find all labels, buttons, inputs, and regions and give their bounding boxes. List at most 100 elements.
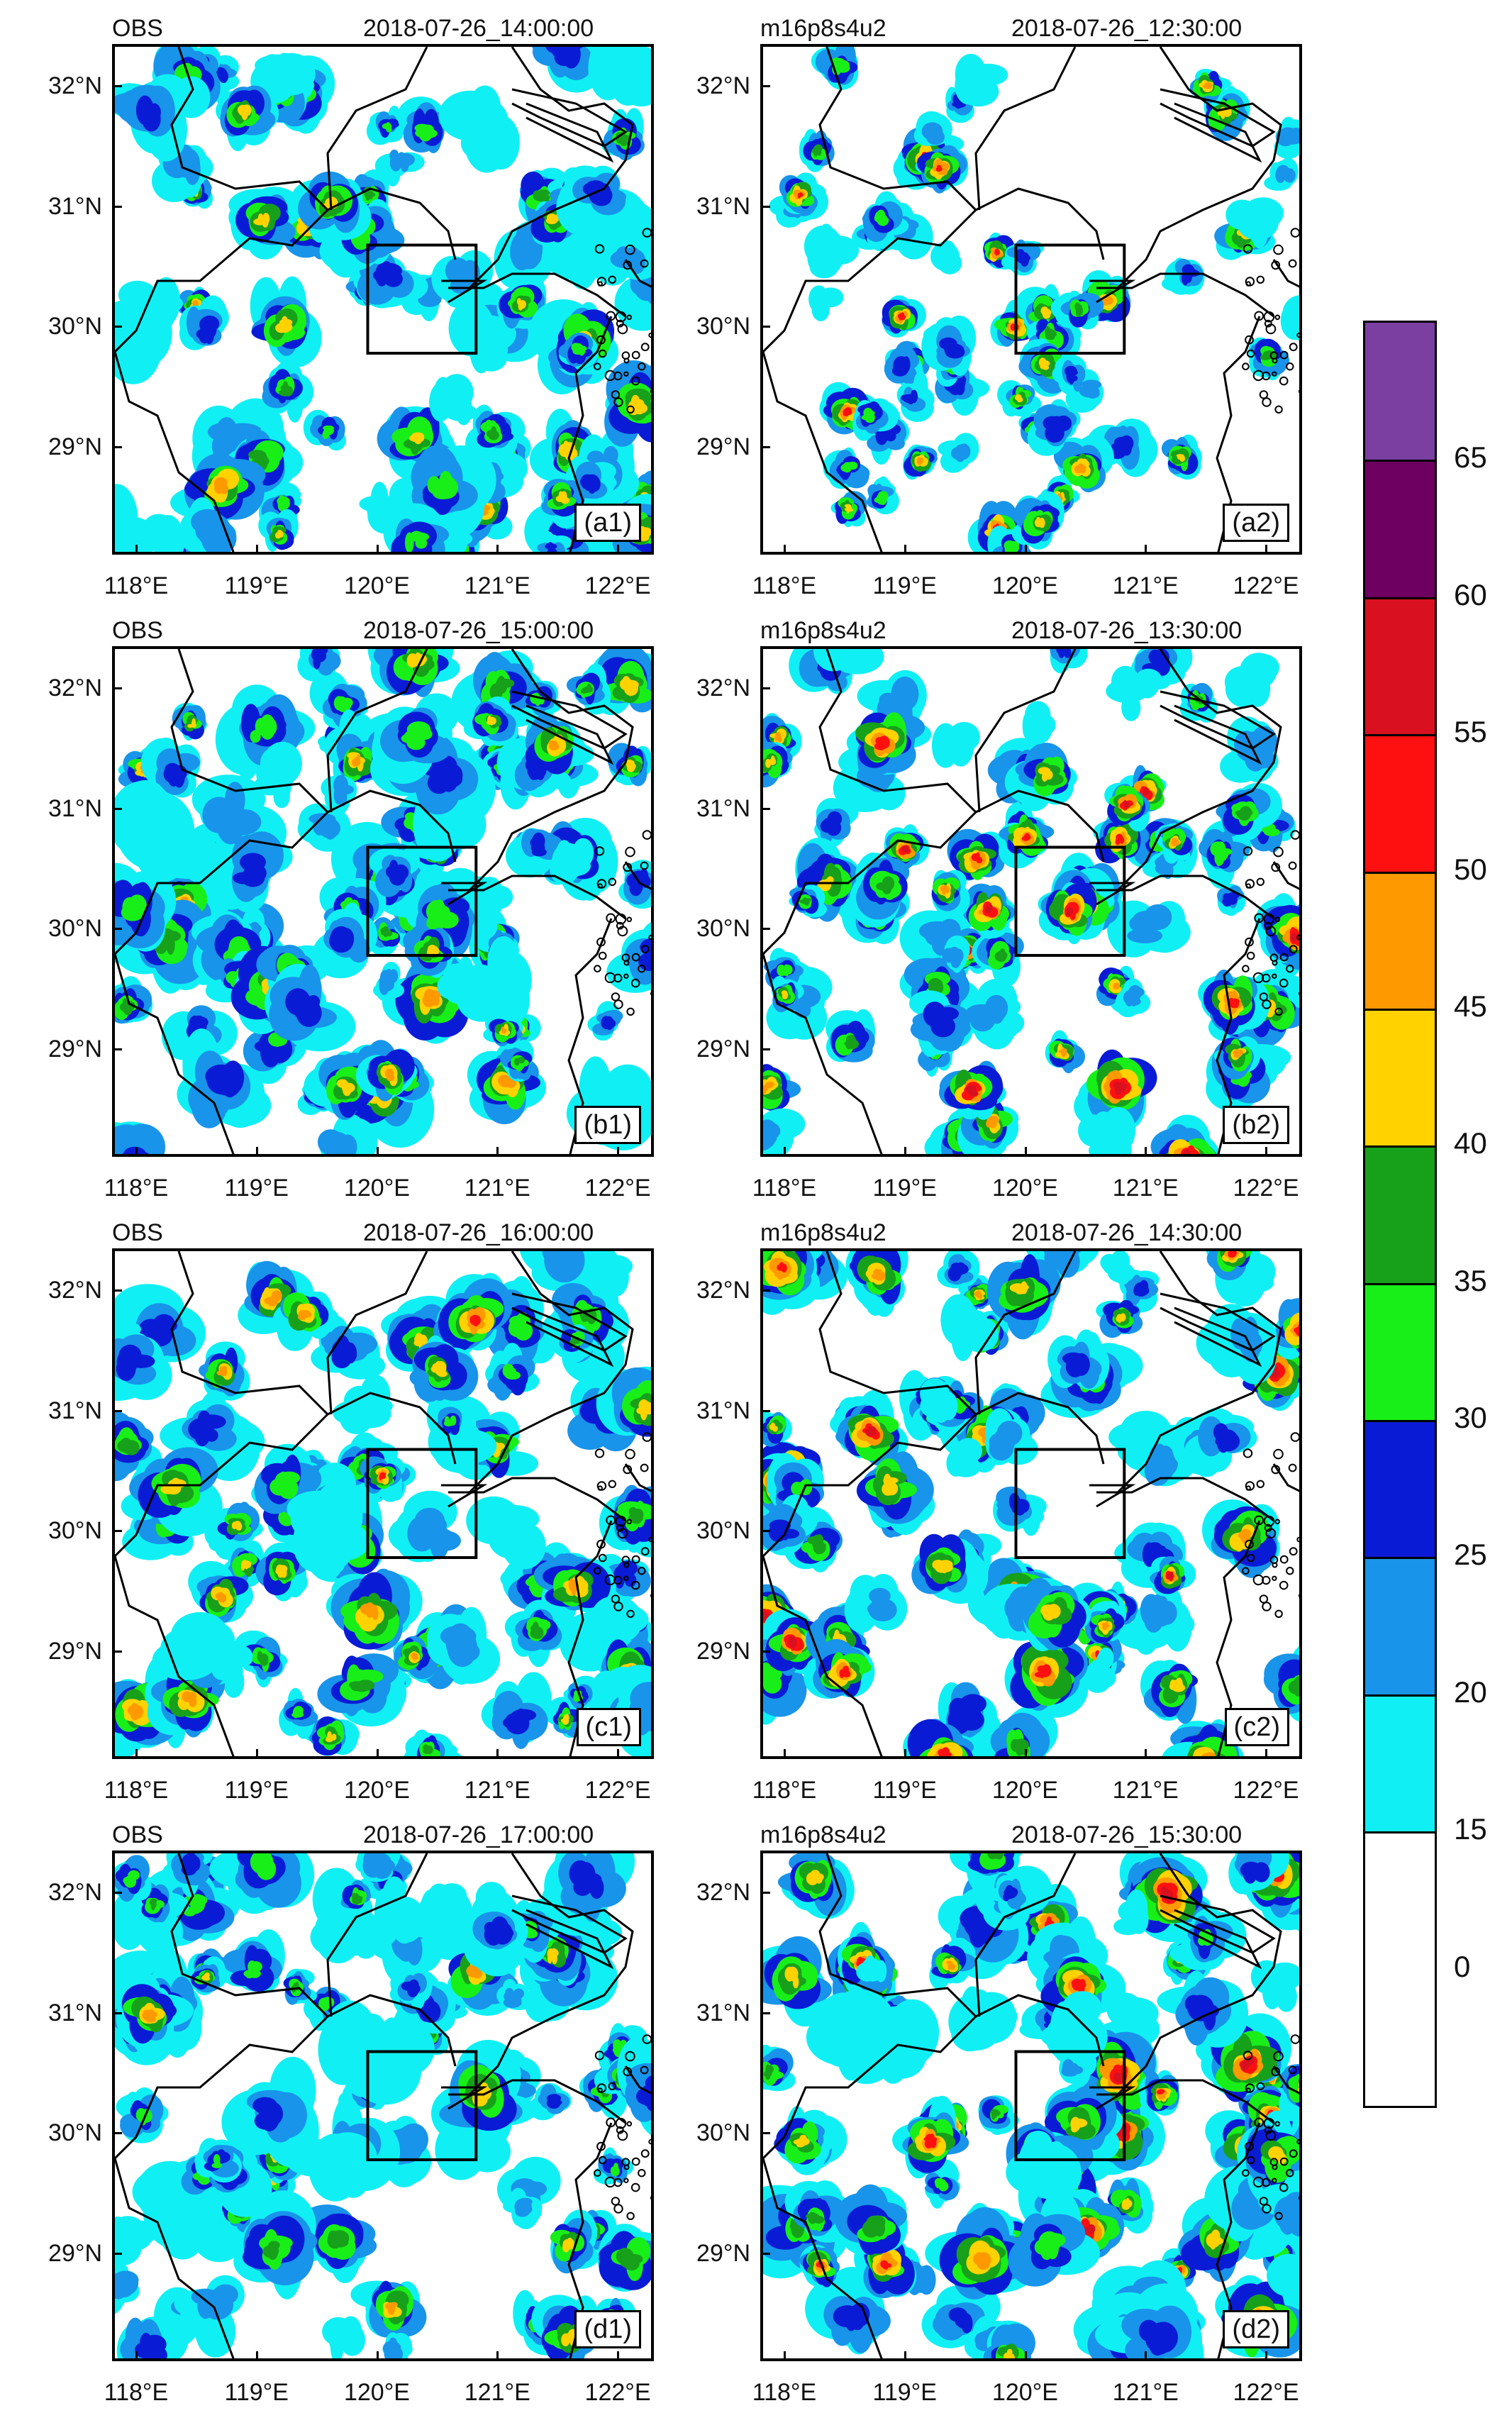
x-tick-label: 120°E (343, 572, 410, 599)
echo-cell (116, 1156, 177, 1157)
echo-cell (233, 872, 255, 884)
echo-cell (1042, 360, 1050, 367)
echo-cell (250, 730, 261, 743)
y-tick-label: 32°N (48, 72, 102, 100)
y-tick-mark (760, 326, 770, 328)
y-tick-label: 29°N (48, 433, 102, 460)
echo-cell (626, 763, 630, 768)
island (596, 277, 607, 287)
echo-cell (1177, 455, 1182, 460)
coastline (448, 47, 634, 289)
echo-cell (577, 346, 586, 355)
echo-cell (619, 136, 628, 147)
echo-cell (1068, 372, 1075, 384)
y-tick-mark (760, 445, 770, 448)
echo-cell (359, 496, 390, 512)
echo-cell (798, 192, 804, 197)
island (1286, 362, 1294, 371)
echo-cell (191, 509, 225, 535)
island (1290, 228, 1299, 238)
echo-cell (918, 457, 924, 462)
echo-cell (1074, 302, 1081, 311)
coastline (1096, 47, 1282, 289)
study-region-box (366, 243, 478, 355)
echo-cell (878, 495, 887, 505)
echo-cell (550, 47, 564, 57)
echo-cell (643, 528, 650, 540)
echo-cell (565, 223, 600, 289)
island (1262, 371, 1271, 381)
echo-cell (935, 166, 943, 172)
echo-cell (199, 328, 211, 344)
echo-cell (262, 217, 269, 228)
echo-cell (1043, 365, 1050, 370)
echo-cell (816, 148, 822, 156)
echo-cell (238, 106, 246, 113)
echo-cell (167, 768, 180, 787)
echo-cell (142, 106, 161, 132)
island (598, 349, 607, 358)
province-border (115, 209, 329, 353)
panel-source: OBS (112, 15, 163, 42)
panel-time: 2018-07-26_12:30:00 (1011, 15, 1243, 42)
map-frame: (a2) (760, 44, 1302, 555)
coastline (1096, 272, 1274, 318)
island (623, 260, 633, 270)
echo-cell (500, 1080, 511, 1087)
echo-cell (540, 194, 550, 203)
echo-cell (336, 698, 352, 713)
echo-cell (645, 282, 651, 304)
echo-cell (1039, 518, 1045, 528)
island (1274, 405, 1283, 414)
island (640, 343, 650, 352)
echo-cell (968, 63, 1008, 87)
echo-cell (994, 251, 1000, 254)
coastline (1089, 279, 1136, 304)
echo-cell (385, 930, 393, 937)
panel-source: OBS (112, 617, 163, 644)
island (615, 311, 627, 323)
echo-cell (603, 445, 618, 465)
echo-cell (277, 324, 285, 332)
echo-cell (321, 1131, 350, 1153)
panel-label: (a2) (1223, 504, 1289, 542)
x-tick-mark (376, 545, 379, 555)
echo-cell (1204, 85, 1208, 89)
x-tick-mark (783, 545, 786, 555)
island (648, 332, 651, 338)
echo-cell (845, 504, 852, 512)
echo-cell (547, 542, 554, 552)
echo-cell (1041, 309, 1052, 317)
echo-cell (127, 1150, 138, 1154)
echo-cell (537, 189, 550, 196)
island (611, 390, 621, 399)
echo-cell (558, 491, 563, 500)
island (1279, 350, 1289, 360)
echo-cell (459, 964, 501, 1005)
echo-cell (921, 124, 941, 140)
y-tick-mark (760, 205, 770, 208)
island (594, 244, 605, 254)
y-tick-label: 30°N (48, 313, 102, 340)
island (608, 275, 616, 284)
echo-cell (602, 1064, 651, 1116)
echo-cell (833, 57, 847, 73)
island (640, 259, 649, 268)
echo-cell (421, 128, 438, 138)
island (1272, 371, 1277, 377)
coastline (1174, 102, 1262, 163)
echo-cell (629, 881, 643, 894)
x-tick-mark (135, 545, 138, 555)
echo-cell (950, 345, 964, 358)
coastline (1160, 88, 1276, 148)
echo-cell (496, 678, 515, 688)
island (621, 351, 630, 360)
island (1269, 351, 1279, 360)
echo-cell (184, 153, 201, 185)
echo-cell (154, 515, 182, 550)
echo-cell (874, 213, 884, 223)
island (1245, 277, 1255, 287)
echo-cell (1119, 435, 1134, 452)
echo-cell (893, 359, 901, 374)
island (1288, 259, 1297, 268)
